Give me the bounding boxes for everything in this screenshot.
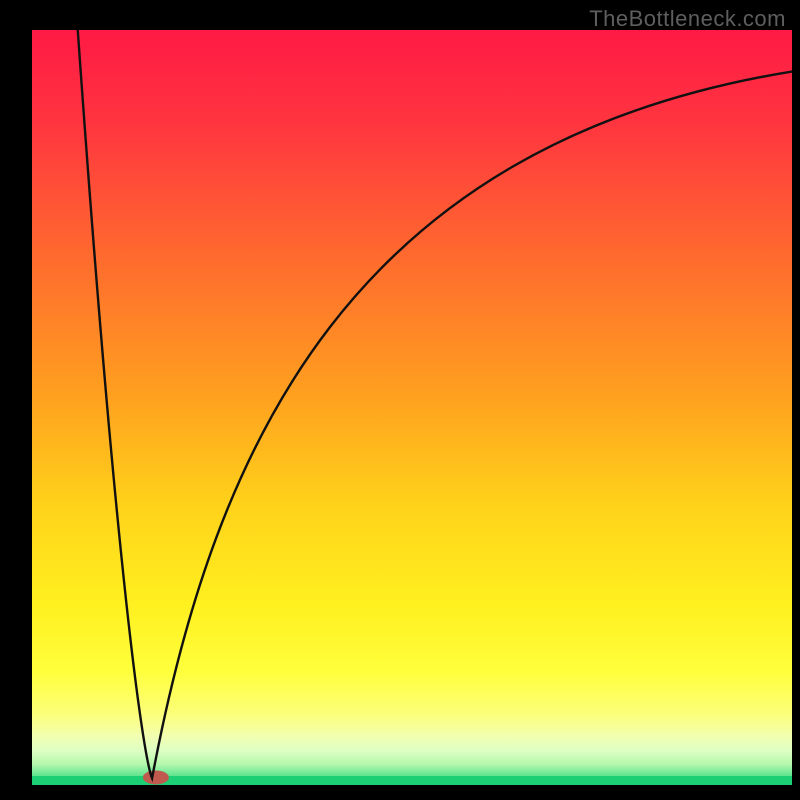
- chart-svg: [0, 0, 800, 800]
- chart-frame: TheBottleneck.com: [0, 0, 800, 800]
- watermark-text: TheBottleneck.com: [589, 6, 786, 32]
- gradient-background: [32, 30, 792, 785]
- minimum-marker: [143, 770, 169, 784]
